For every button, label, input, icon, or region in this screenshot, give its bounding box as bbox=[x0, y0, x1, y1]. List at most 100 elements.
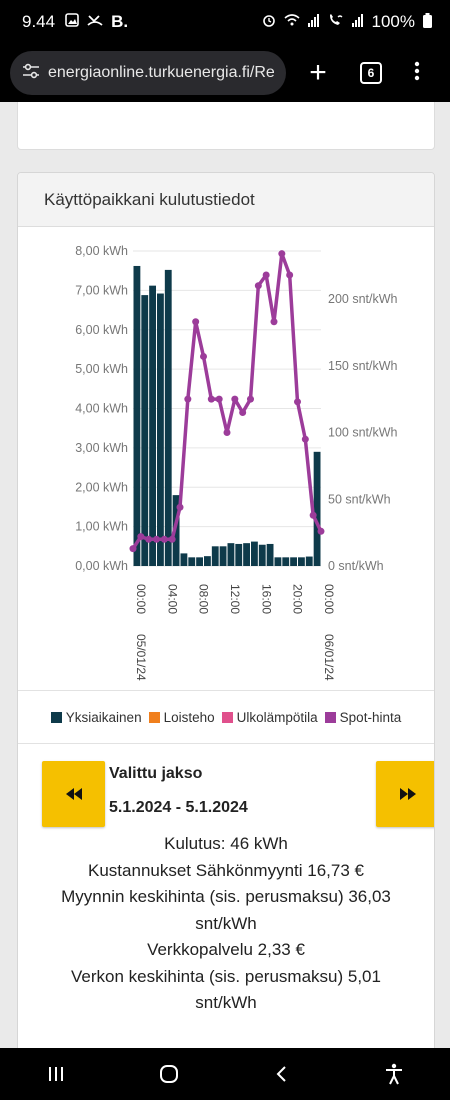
legend-item[interactable]: Yksiaikainen bbox=[50, 710, 142, 725]
address-bar[interactable]: energiaonline.turkuenergia.fi/Rep bbox=[10, 51, 286, 95]
wifi-calling-icon bbox=[328, 13, 344, 31]
consumption-bar bbox=[133, 265, 141, 566]
next-period-button[interactable] bbox=[376, 761, 434, 827]
more-menu-icon[interactable] bbox=[412, 61, 422, 85]
spot-price-point bbox=[231, 395, 239, 403]
legend-item[interactable]: Loisteho bbox=[148, 710, 215, 725]
y-left-tick-label: 6,00 kWh bbox=[75, 323, 128, 337]
stat-line: snt/kWh bbox=[195, 913, 257, 933]
consumption-bar bbox=[258, 544, 266, 566]
spot-price-point bbox=[223, 429, 231, 437]
consumption-bar bbox=[251, 541, 258, 566]
fast-forward-icon bbox=[399, 788, 416, 800]
y-left-tick-label: 0,00 kWh bbox=[75, 559, 128, 573]
status-right-icons: 100% bbox=[262, 12, 432, 32]
home-button[interactable] bbox=[139, 1054, 199, 1094]
y-left-tick-label: 5,00 kWh bbox=[75, 362, 128, 376]
wifi-icon bbox=[283, 13, 300, 31]
battery-level: 100% bbox=[371, 12, 415, 31]
consumption-bar bbox=[298, 557, 305, 566]
system-navigation-bar bbox=[0, 1048, 450, 1100]
stat-line: Myynnin keskihinta (sis. perusmaksu) 36,… bbox=[61, 887, 391, 906]
consumption-bar bbox=[282, 557, 290, 566]
y-right-tick-label: 200 snt/kWh bbox=[328, 292, 398, 306]
stat-line: Kustannukset Sähkönmyynti 16,73 € bbox=[88, 860, 364, 880]
consumption-bar bbox=[290, 557, 297, 566]
y-right-tick-label: 100 snt/kWh bbox=[328, 426, 398, 440]
stat-line: snt/kWh bbox=[195, 993, 257, 1012]
consumption-chart: 0,00 kWh 1,00 kWh 2,00 kWh 3,00 kWh 4,00 kWh… bbox=[18, 229, 434, 691]
legend-swatch bbox=[148, 712, 160, 723]
consumption-bar bbox=[219, 546, 227, 566]
legend-label: Spot-hinta bbox=[339, 710, 402, 725]
stat-line: Verkon keskihinta (sis. perusmaksu) 5,01 bbox=[71, 966, 381, 986]
spot-price-point bbox=[301, 435, 309, 443]
spot-price-point bbox=[176, 503, 184, 511]
spot-price-point bbox=[309, 511, 317, 519]
spot-price-point bbox=[215, 395, 223, 403]
accessibility-button[interactable] bbox=[364, 1054, 424, 1094]
previous-period-button[interactable] bbox=[42, 761, 105, 827]
spot-price-point bbox=[160, 535, 168, 543]
spot-price-point bbox=[145, 535, 153, 543]
period-label: Valittu jakso bbox=[109, 765, 203, 782]
home-icon bbox=[159, 1065, 178, 1083]
back-button[interactable] bbox=[251, 1054, 311, 1094]
consumption-bar bbox=[141, 295, 149, 566]
spot-price-point bbox=[153, 535, 160, 543]
new-tab-icon[interactable]: + bbox=[309, 56, 327, 89]
spot-price-point bbox=[184, 395, 192, 403]
legend-label: Ulkolämpötila bbox=[236, 710, 318, 725]
spot-price-point bbox=[278, 250, 286, 258]
spot-price-point bbox=[239, 409, 247, 417]
tab-switcher-button[interactable]: 6 bbox=[360, 62, 382, 84]
url-text: energiaonline.turkuenergia.fi/Rep bbox=[48, 64, 274, 81]
legend-item[interactable]: Spot-hinta bbox=[324, 710, 402, 725]
consumption-bar bbox=[180, 553, 188, 566]
x-tick-label: 00:00 bbox=[322, 584, 336, 614]
y-right-tick-label: 0 snt/kWh bbox=[328, 559, 384, 573]
x-tick-label: 00:00 bbox=[134, 584, 148, 614]
status-time: 9.44 bbox=[22, 12, 56, 31]
carrier-badge: B. bbox=[111, 12, 129, 31]
panel-header: Käyttöpaikkani kulutustiedot bbox=[18, 173, 434, 227]
legend-swatch bbox=[50, 712, 62, 723]
spot-price-point bbox=[200, 352, 207, 360]
consumption-bar bbox=[313, 451, 321, 566]
consumption-bar bbox=[243, 543, 250, 566]
image-icon bbox=[65, 13, 79, 31]
spot-price-point bbox=[294, 398, 301, 406]
consumption-bar bbox=[188, 557, 196, 566]
period-summary: Valittu jakso 5.1.2024 - 5.1.2024 Kulutu… bbox=[18, 745, 434, 1045]
alarm-icon bbox=[262, 13, 276, 31]
battery-icon bbox=[423, 12, 432, 32]
y-left-tick-label: 3,00 kWh bbox=[75, 441, 128, 455]
recent-apps-button[interactable] bbox=[26, 1054, 86, 1094]
x-date-label: 05/01/24 bbox=[134, 634, 148, 681]
site-settings-icon[interactable] bbox=[22, 63, 42, 84]
status-bar: 9.44 B. 100% bbox=[0, 0, 450, 44]
legend-item[interactable]: Ulkolämpötila bbox=[221, 710, 318, 725]
consumption-bar bbox=[211, 546, 219, 566]
chart-legend: Yksiaikainen Loisteho Ulkolämpötila Spot-hi… bbox=[18, 692, 434, 744]
period-range: 5.1.2024 - 5.1.2024 bbox=[109, 799, 248, 816]
spot-price-point bbox=[317, 527, 325, 535]
period-stats: Kulutus: 46 kWh Kustannukset Sähkönmyynt… bbox=[38, 831, 414, 1017]
consumption-bar bbox=[235, 543, 243, 566]
consumption-panel: Käyttöpaikkani kulutustiedot 0,00 kWh 1,0… bbox=[17, 172, 435, 1052]
spot-price-point bbox=[247, 395, 254, 403]
consumption-bar bbox=[157, 293, 164, 566]
spot-price-point bbox=[137, 533, 145, 541]
spot-price-point bbox=[168, 535, 176, 543]
x-tick-label: 08:00 bbox=[197, 584, 211, 614]
accessibility-icon bbox=[385, 1063, 402, 1085]
consumption-bar bbox=[274, 557, 282, 566]
rewind-icon bbox=[65, 788, 82, 800]
chart-svg: 0,00 kWh 1,00 kWh 2,00 kWh 3,00 kWh 4,00 kWh… bbox=[75, 244, 398, 681]
recent-apps-icon bbox=[49, 1067, 64, 1081]
y-right-tick-label: 150 snt/kWh bbox=[328, 359, 398, 373]
spot-price-point bbox=[270, 318, 278, 326]
previous-card bbox=[17, 102, 435, 150]
spot-price-point bbox=[207, 395, 215, 403]
consumption-bar bbox=[266, 543, 274, 566]
